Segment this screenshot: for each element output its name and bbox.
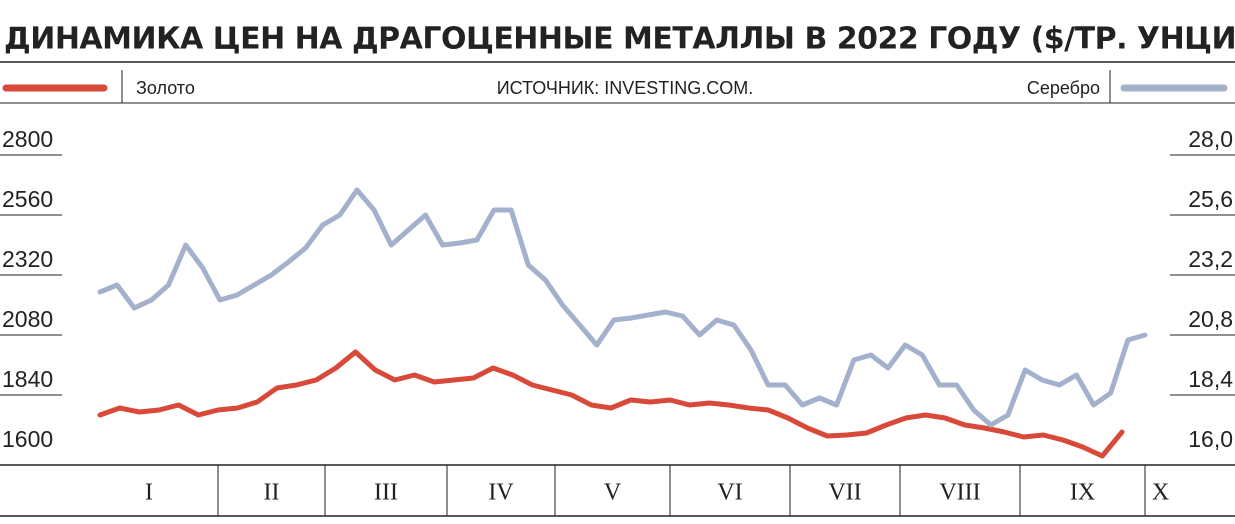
y-tick-label: 2080: [2, 306, 53, 332]
y2-tick-label: 28,0: [1188, 126, 1233, 152]
y2-tick-label: 20,8: [1188, 306, 1233, 332]
legend-label: Серебро: [1027, 78, 1100, 98]
y2-tick-label: 23,2: [1188, 246, 1233, 272]
y-tick-label: 2800: [2, 126, 53, 152]
x-tick-label: X: [1152, 480, 1169, 506]
y-tick-label: 1840: [2, 366, 53, 392]
x-tick-label: IX: [1070, 480, 1095, 506]
y2-tick-label: 18,4: [1188, 366, 1233, 392]
y2-tick-label: 25,6: [1188, 186, 1233, 212]
chart-title: ДИНАМИКА ЦЕН НА ДРАГОЦЕННЫЕ МЕТАЛЛЫ В 20…: [4, 22, 1235, 57]
x-tick-label: II: [264, 480, 280, 506]
x-tick-label: III: [374, 480, 398, 506]
y-tick-label: 1600: [2, 426, 53, 452]
x-tick-label: VI: [717, 480, 742, 506]
x-tick-label: VII: [828, 480, 861, 506]
x-tick-label: VIII: [939, 480, 980, 506]
source: ИСТОЧНИК: INVESTING.COM.: [497, 78, 754, 98]
legend-label: Золото: [136, 78, 195, 98]
x-tick-label: I: [145, 480, 153, 506]
x-tick-label: IV: [488, 480, 514, 506]
y-tick-label: 2320: [2, 246, 53, 272]
y2-tick-label: 16,0: [1188, 426, 1233, 452]
x-tick-label: V: [604, 480, 622, 506]
series-line: [97, 349, 1125, 459]
series-line: [97, 187, 1148, 428]
y-tick-label: 2560: [2, 186, 53, 212]
